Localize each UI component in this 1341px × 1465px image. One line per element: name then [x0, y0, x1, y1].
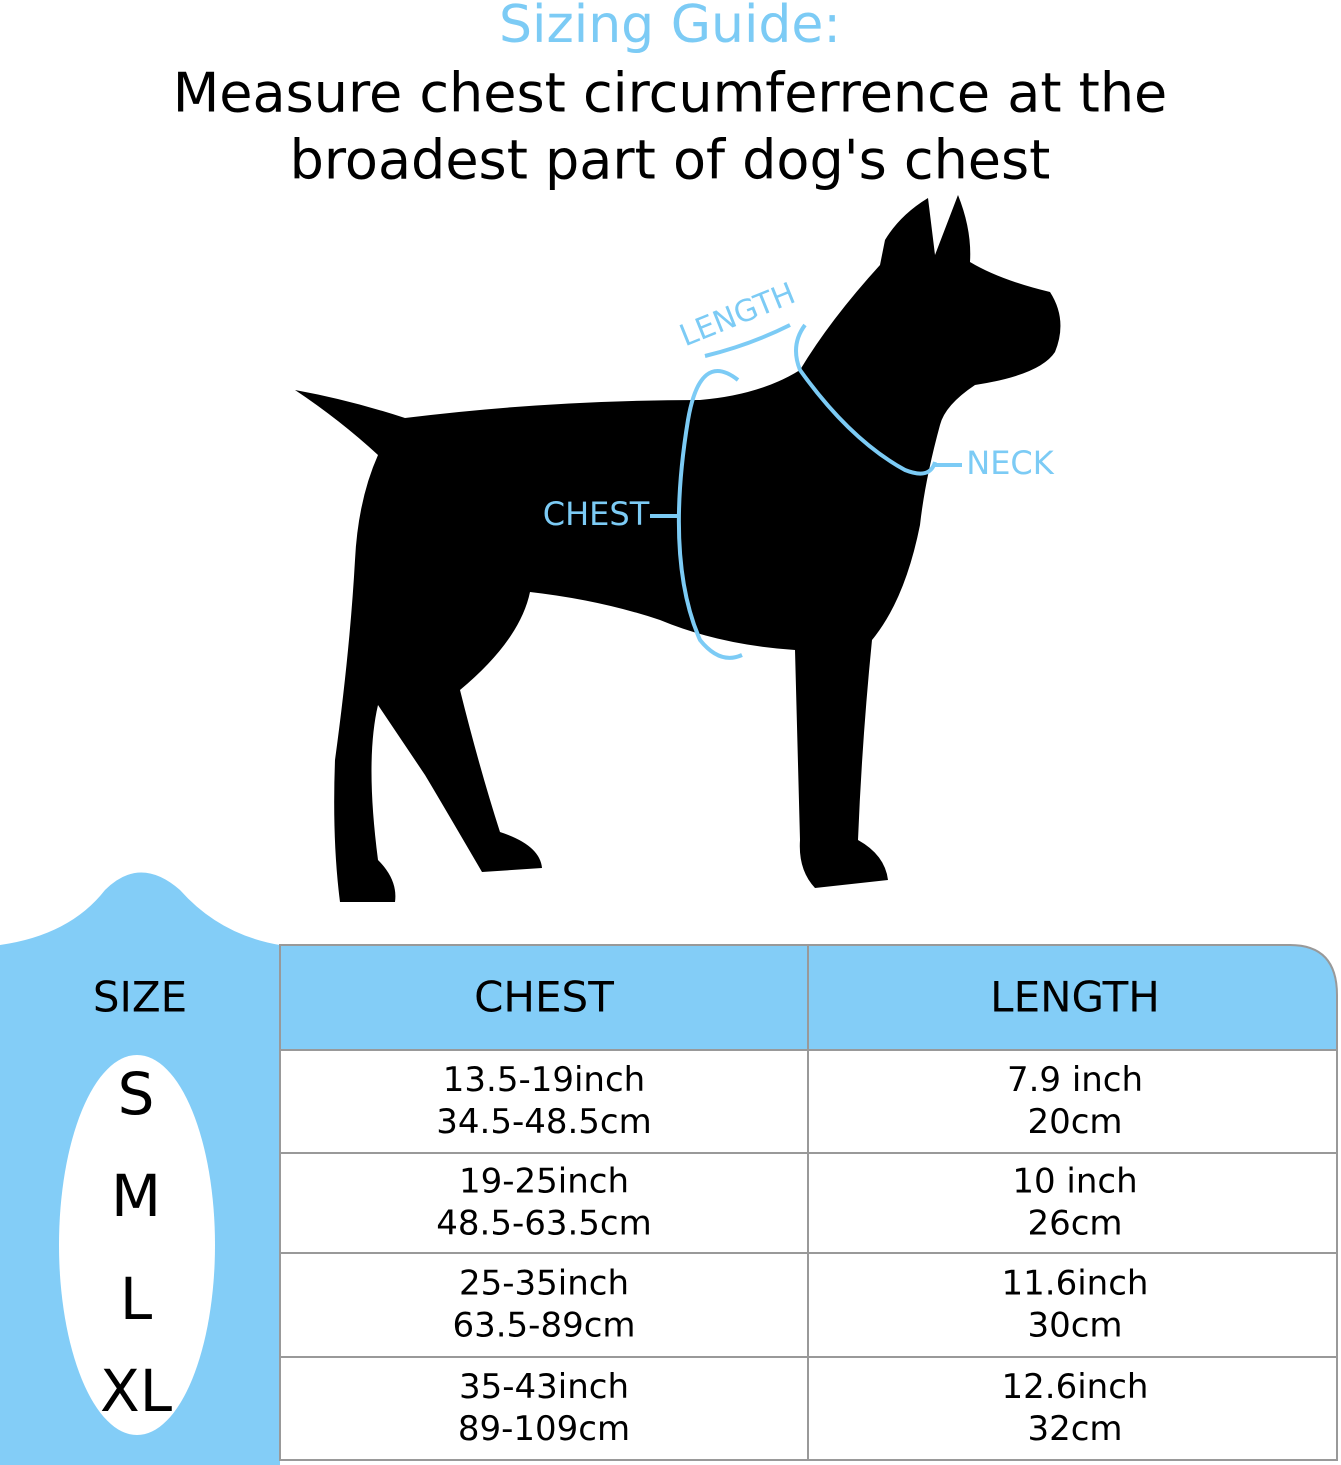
column-header: SIZE: [93, 973, 187, 1022]
chest-label: CHEST: [543, 495, 650, 533]
size-label: M: [111, 1162, 161, 1230]
size-label: S: [118, 1060, 155, 1128]
length-value: 12.6inch: [1002, 1367, 1149, 1407]
length-value: 30cm: [1027, 1306, 1122, 1346]
chest-value: 63.5-89cm: [452, 1306, 635, 1346]
length-value: 7.9 inch: [1007, 1060, 1143, 1100]
size-label: L: [120, 1265, 152, 1333]
neck-label: NECK: [966, 444, 1055, 482]
subtitle: broadest part of dog's chest: [290, 129, 1051, 192]
length-value: 26cm: [1027, 1204, 1122, 1244]
column-header: LENGTH: [990, 973, 1160, 1022]
chest-value: 48.5-63.5cm: [436, 1204, 652, 1244]
length-label: LENGTH: [675, 276, 800, 354]
length-value: 10 inch: [1012, 1162, 1137, 1202]
measure-lines: [650, 323, 962, 660]
size-oval: [59, 1055, 215, 1435]
chest-value: 13.5-19inch: [443, 1060, 645, 1100]
column-header: CHEST: [474, 973, 614, 1022]
subtitle: Measure chest circumferrence at the: [173, 62, 1168, 125]
chest-value: 89-109cm: [458, 1409, 630, 1449]
title: Sizing Guide:: [499, 0, 841, 55]
chest-value: 25-35inch: [459, 1264, 629, 1304]
chest-value: 35-43inch: [459, 1367, 629, 1407]
size-label: XL: [100, 1357, 172, 1425]
chest-value: 34.5-48.5cm: [436, 1102, 652, 1142]
length-value: 20cm: [1027, 1102, 1122, 1142]
length-value: 32cm: [1027, 1409, 1122, 1449]
chest-value: 19-25inch: [459, 1162, 629, 1202]
length-value: 11.6inch: [1002, 1264, 1149, 1304]
